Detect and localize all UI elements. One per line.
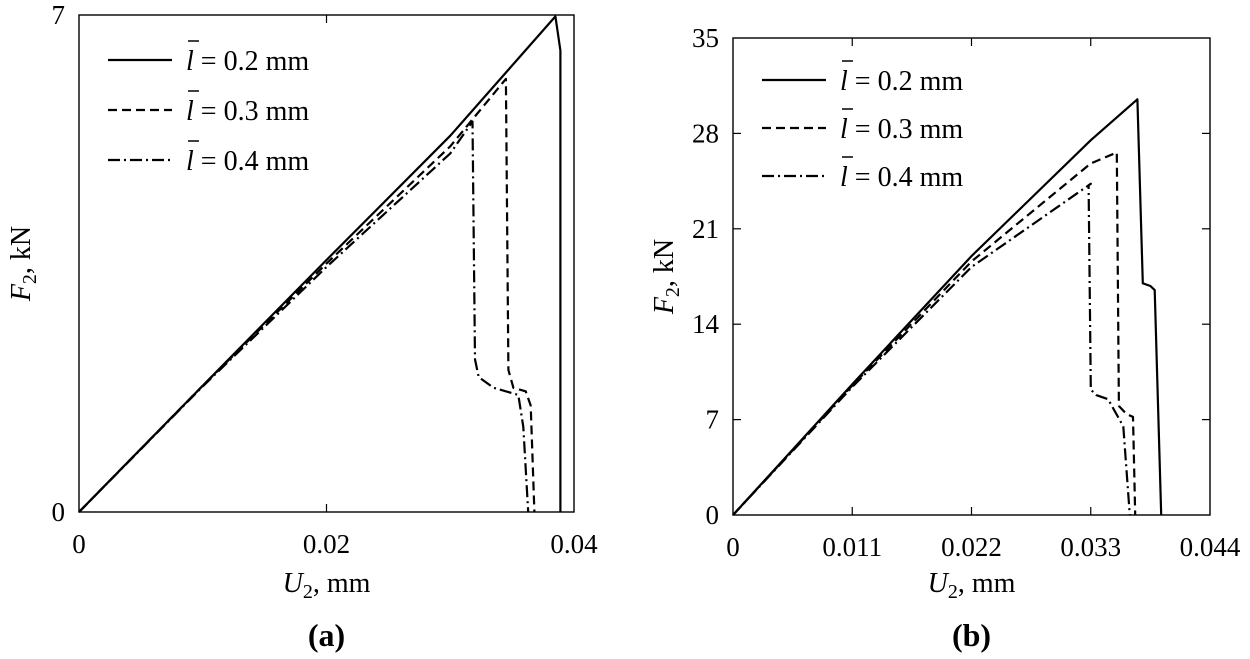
- x-tick-label: 0.04: [550, 529, 598, 559]
- y-tick-label: 28: [692, 118, 719, 148]
- x-tick-label: 0.022: [941, 532, 1002, 562]
- x-tick-label: 0.033: [1060, 532, 1121, 562]
- legend-label: l = 0.4 mm: [186, 146, 309, 177]
- x-tick-label: 0: [72, 529, 86, 559]
- y-tick-label: 0: [52, 497, 66, 527]
- series-line-dashed: [78, 77, 536, 513]
- y-axis-label: F2, kN: [6, 226, 41, 302]
- x-tick-label: 0.044: [1180, 532, 1241, 562]
- panel-label: (b): [952, 617, 991, 653]
- chart-panel-b: 0 0.011 0.022 0.033 0.044 0 7 14 21 28 35 U2, mm F2,…: [649, 23, 1241, 653]
- y-tick-label: 14: [692, 309, 720, 339]
- y-axis-label: F2, kN: [649, 239, 684, 315]
- series-line-dashed: [732, 151, 1137, 516]
- legend: l = 0.2 mm l = 0.3 mm l = 0.4 mm: [108, 40, 309, 177]
- legend-label: l = 0.2 mm: [840, 66, 963, 97]
- y-tick-label: 35: [692, 23, 719, 53]
- x-tick-label: 0: [726, 532, 740, 562]
- series-line-dashdot: [732, 182, 1131, 516]
- series-line-solid: [732, 98, 1163, 516]
- series-line-dashdot: [78, 120, 530, 513]
- x-axis-label: U2, mm: [928, 568, 1016, 603]
- x-tick-label: 0.02: [303, 529, 350, 559]
- legend-label: l = 0.3 mm: [186, 96, 309, 127]
- legend-label: l = 0.3 mm: [840, 114, 963, 145]
- y-tick-label: 21: [692, 214, 719, 244]
- legend-label: l = 0.2 mm: [186, 46, 309, 77]
- legend: l = 0.2 mm l = 0.3 mm l = 0.4 mm: [762, 60, 963, 193]
- panel-label: (a): [308, 617, 345, 653]
- x-tick-label: 0.011: [822, 532, 882, 562]
- y-tick-label: 0: [706, 500, 720, 530]
- chart-panel-a: 0 0.02 0.04 0 7 U2, mm F2, kN l = 0.2 mm l = 0.3…: [6, 0, 598, 653]
- y-tick-label: 7: [706, 405, 720, 435]
- y-tick-label: 7: [52, 0, 66, 30]
- legend-label: l = 0.4 mm: [840, 162, 963, 193]
- x-axis-label: U2, mm: [283, 568, 371, 603]
